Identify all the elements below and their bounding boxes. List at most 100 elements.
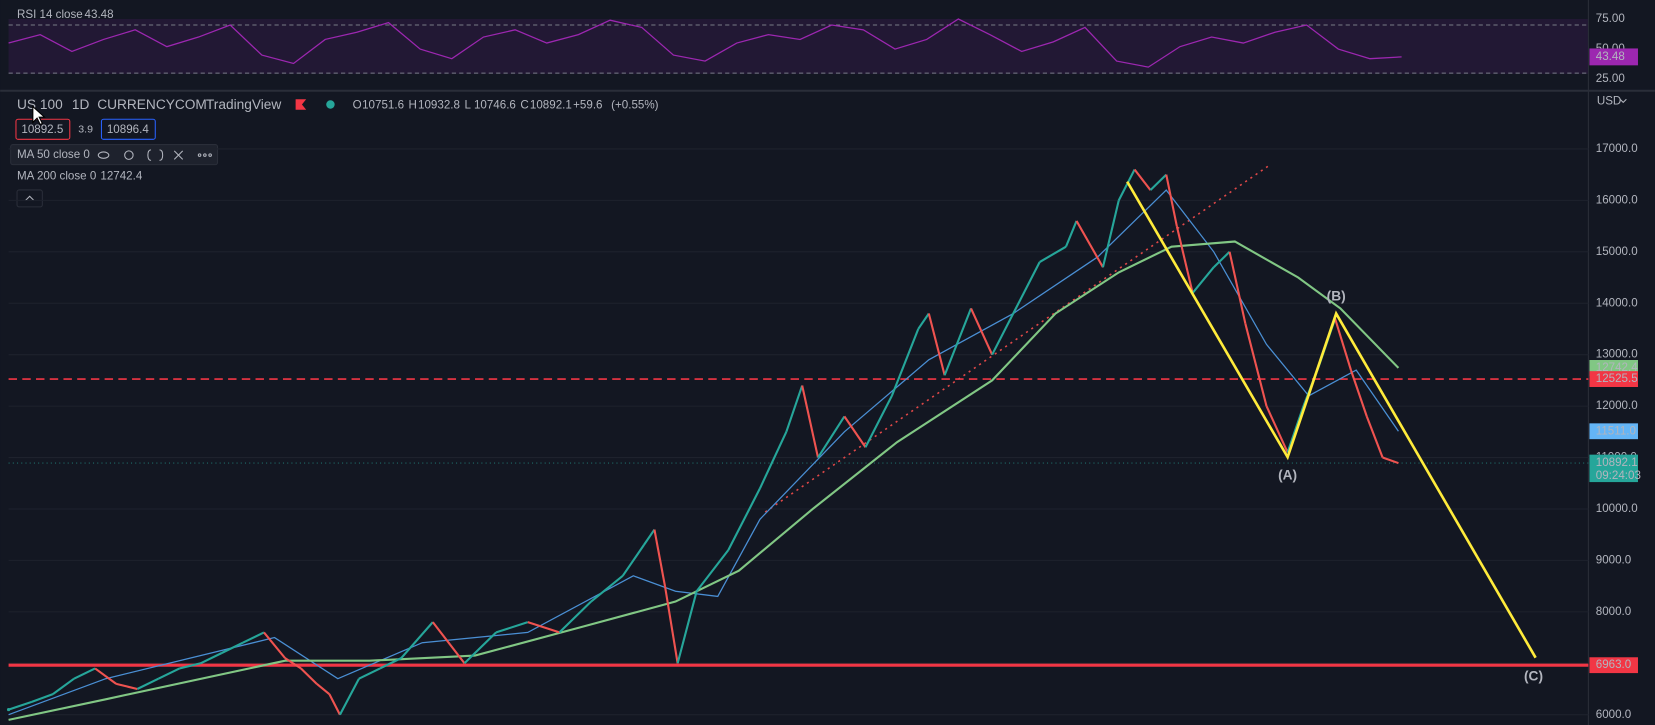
countdown: 09:24:03	[1596, 469, 1641, 482]
interval[interactable]: 1D	[72, 97, 90, 112]
price-tag	[1589, 657, 1638, 674]
rsi-value: 43.48	[85, 8, 114, 21]
price-segment	[590, 575, 624, 603]
price-tag	[1589, 371, 1638, 387]
moving-average	[8, 240, 1400, 721]
symbol[interactable]: US 100	[17, 97, 63, 112]
price-segment	[759, 431, 788, 489]
price-segment	[621, 544, 645, 577]
price-segment	[463, 631, 497, 665]
y-tick-label: 10000.0	[1596, 502, 1638, 515]
price-segment	[1117, 169, 1136, 201]
price-segment	[695, 549, 730, 592]
rsi-band	[8, 18, 1589, 74]
price-segment	[1191, 266, 1215, 294]
y-tick-label: 12000.0	[1596, 399, 1638, 412]
ohlc-label: O	[353, 99, 362, 112]
y-tick-label: 15000.0	[1596, 245, 1638, 258]
price-segment	[927, 313, 946, 376]
price-segment	[1365, 416, 1384, 458]
price-segment	[328, 693, 341, 716]
price-segment	[179, 662, 201, 670]
price-segment	[300, 667, 318, 685]
price-segment	[643, 528, 656, 546]
price-tag-label: 6963.0	[1596, 658, 1631, 671]
ask-box[interactable]	[100, 118, 156, 140]
wave-line	[1126, 180, 1537, 659]
price-segment	[843, 415, 867, 448]
ma200-legend-value: 12742.4	[100, 169, 142, 182]
rsi-tag	[1589, 48, 1638, 66]
price-segment	[653, 529, 667, 587]
y-tick-label: 16000.0	[1596, 193, 1638, 206]
price-segment	[785, 385, 804, 433]
price-segment	[1012, 261, 1041, 315]
rsi-title: RSI 14 close	[17, 8, 83, 21]
currency-dropdown	[1619, 98, 1627, 104]
ohlc-label: C	[520, 99, 528, 112]
price-segment	[94, 667, 117, 685]
price-segment	[1165, 174, 1178, 227]
price-segment	[817, 415, 846, 459]
price-segment	[115, 682, 138, 691]
wave-label: (A)	[1278, 468, 1297, 483]
price-segment	[970, 307, 994, 356]
price-segment	[1149, 173, 1167, 191]
price-segment	[943, 307, 973, 376]
ohlc-value: 10746.6	[474, 99, 516, 112]
price-segment	[801, 385, 820, 458]
y-tick-label: 6000.0	[1596, 708, 1631, 721]
rsi-line	[8, 18, 1402, 68]
price-segment	[1228, 251, 1247, 325]
rsi-tick-label: 25.00	[1596, 72, 1625, 85]
price-tag-label: 12525.5	[1596, 372, 1638, 385]
price-tag-label: 12742.4	[1596, 361, 1638, 374]
price-segment	[358, 667, 381, 680]
status-dot	[326, 100, 335, 109]
ma50-legend-box[interactable]	[10, 144, 219, 166]
price-tag	[1589, 454, 1638, 483]
price-segment	[1065, 220, 1078, 248]
price-tag-label: 10892.1	[1596, 456, 1638, 469]
price-segment	[379, 657, 402, 670]
price-tag-label: 11511.0	[1596, 424, 1636, 437]
source: CURRENCYCOM	[97, 97, 207, 112]
flag-icon[interactable]	[295, 99, 307, 110]
price-segment	[527, 621, 560, 634]
price-segment	[1213, 251, 1231, 268]
bid-box[interactable]	[15, 118, 71, 140]
wave-label: (B)	[1327, 288, 1346, 303]
price-segment	[676, 591, 698, 664]
price-segment	[1382, 456, 1399, 465]
platform: TradingView	[206, 97, 282, 112]
wave-label: (C)	[1524, 668, 1543, 683]
ask: 10896.4	[107, 123, 149, 136]
ohlc-value: 10892.1	[530, 99, 572, 112]
price-segment	[917, 312, 930, 330]
price-segment	[221, 641, 244, 654]
currency[interactable]: USD	[1597, 94, 1621, 107]
price-segment	[1133, 168, 1152, 191]
price-segment	[1286, 405, 1305, 453]
bid: 10892.5	[21, 123, 63, 136]
price-segment	[431, 621, 466, 664]
price-segment	[52, 677, 75, 695]
collapse-button[interactable]	[16, 189, 43, 208]
legend-icons[interactable]	[97, 149, 212, 161]
change-pct: (+0.55%)	[611, 99, 659, 112]
price-segment	[284, 657, 302, 670]
price-segment	[316, 683, 331, 695]
price-segment	[495, 621, 529, 634]
price-segment	[727, 487, 761, 551]
y-tick-label: 17000.0	[1596, 142, 1638, 155]
ohlc-value: 10932.8	[418, 99, 460, 112]
price-segment	[339, 678, 360, 716]
price-segment	[263, 631, 286, 659]
rsi-tag-label: 43.48	[1596, 50, 1625, 63]
price-segment	[1349, 369, 1368, 417]
change: +59.6	[573, 99, 602, 112]
price-segment	[157, 667, 181, 680]
